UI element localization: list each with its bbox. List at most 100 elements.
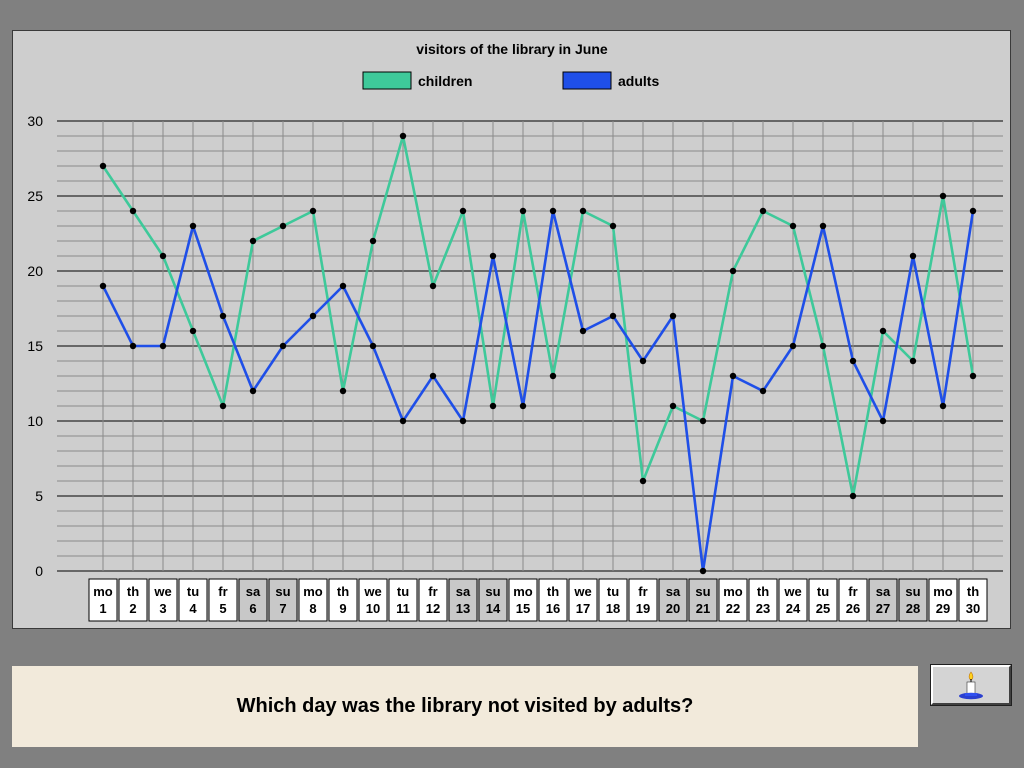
legend-label-children: children (418, 73, 472, 89)
y-tick-label: 20 (27, 263, 43, 279)
x-tick-label: tu 25 (808, 578, 838, 622)
x-tick-label: we 10 (358, 578, 388, 622)
data-point-adults (759, 387, 767, 395)
data-point-children (639, 477, 647, 485)
x-label-date: 18 (606, 601, 620, 616)
x-label-date: 7 (279, 601, 286, 616)
data-point-children (189, 327, 197, 335)
x-label-date: 11 (396, 601, 410, 616)
data-point-adults (339, 282, 347, 290)
x-label-date: 30 (966, 601, 980, 616)
x-label-box (838, 578, 868, 622)
data-point-children (669, 402, 677, 410)
x-label-day: fr (218, 584, 227, 599)
x-label-date: 10 (366, 601, 380, 616)
x-label-day: mo (933, 584, 953, 599)
data-point-adults (789, 342, 797, 350)
x-label-day: mo (93, 584, 113, 599)
x-label-day: mo (303, 584, 323, 599)
x-label-box (358, 578, 388, 622)
data-point-children (99, 162, 107, 170)
x-tick-label: mo 1 (88, 578, 118, 622)
grid (57, 120, 1003, 572)
data-point-children (609, 222, 617, 230)
x-label-date: 13 (456, 601, 470, 616)
data-point-adults (579, 327, 587, 335)
hint-button[interactable] (931, 665, 1011, 705)
x-label-date: 25 (816, 601, 830, 616)
x-label-box (658, 578, 688, 622)
data-point-adults (99, 282, 107, 290)
x-label-date: 6 (249, 601, 256, 616)
x-tick-label: mo 15 (508, 578, 538, 622)
x-label-box (148, 578, 178, 622)
data-point-adults (279, 342, 287, 350)
x-label-box (628, 578, 658, 622)
x-tick-label: su 7 (268, 578, 298, 622)
data-point-adults (819, 222, 827, 230)
data-point-adults (249, 387, 257, 395)
x-label-box (328, 578, 358, 622)
x-label-day: su (275, 584, 290, 599)
x-label-box (538, 578, 568, 622)
data-point-adults (429, 372, 437, 380)
x-tick-label: sa 27 (868, 578, 898, 622)
data-point-adults (309, 312, 317, 320)
data-point-children (309, 207, 317, 215)
x-label-box (418, 578, 448, 622)
data-point-adults (849, 357, 857, 365)
data-point-adults (399, 417, 407, 425)
x-label-day: we (363, 584, 381, 599)
x-tick-label: sa 6 (238, 578, 268, 622)
x-label-date: 27 (876, 601, 890, 616)
chart-panel: visitors of the library in June children… (12, 30, 1011, 629)
x-label-day: th (757, 584, 769, 599)
x-label-day: we (153, 584, 171, 599)
x-label-date: 1 (99, 601, 106, 616)
x-label-box (508, 578, 538, 622)
data-point-children (129, 207, 137, 215)
data-point-children (969, 372, 977, 380)
x-label-day: sa (666, 584, 681, 599)
legend-label-adults: adults (618, 73, 659, 89)
x-label-date: 23 (756, 601, 770, 616)
x-label-day: sa (456, 584, 471, 599)
x-label-date: 15 (516, 601, 530, 616)
x-label-day: tu (817, 584, 829, 599)
x-label-box (268, 578, 298, 622)
data-point-children (519, 207, 527, 215)
x-label-date: 3 (159, 601, 166, 616)
data-point-children (249, 237, 257, 245)
x-label-day: tu (187, 584, 199, 599)
data-point-adults (729, 372, 737, 380)
data-point-adults (369, 342, 377, 350)
data-point-adults (909, 252, 917, 260)
x-tick-label: fr 12 (418, 578, 448, 622)
x-tick-label: th 30 (958, 578, 988, 622)
data-point-children (279, 222, 287, 230)
question-box: Which day was the library not visited by… (12, 666, 918, 747)
data-point-adults (519, 402, 527, 410)
x-label-box (958, 578, 988, 622)
data-point-adults (939, 402, 947, 410)
x-tick-label: sa 13 (448, 578, 478, 622)
x-label-day: sa (246, 584, 261, 599)
data-point-children (219, 402, 227, 410)
y-tick-label: 30 (27, 113, 43, 129)
x-label-day: fr (848, 584, 857, 599)
x-label-box (238, 578, 268, 622)
data-point-adults (879, 417, 887, 425)
data-point-adults (969, 207, 977, 215)
x-label-box (478, 578, 508, 622)
data-point-children (399, 132, 407, 140)
x-label-day: su (485, 584, 500, 599)
data-point-children (489, 402, 497, 410)
y-tick-label: 5 (35, 488, 43, 504)
series-line-children (101, 134, 975, 498)
data-point-children (339, 387, 347, 395)
data-point-children (549, 372, 557, 380)
x-label-date: 16 (546, 601, 560, 616)
x-label-day: tu (607, 584, 619, 599)
x-axis-labels: mo 1 th 2 we 3 tu 4 fr 5 sa 6 su 7 mo 8 th 9 we 10 tu 11 fr 12 s… (88, 578, 988, 622)
x-label-day: th (337, 584, 349, 599)
